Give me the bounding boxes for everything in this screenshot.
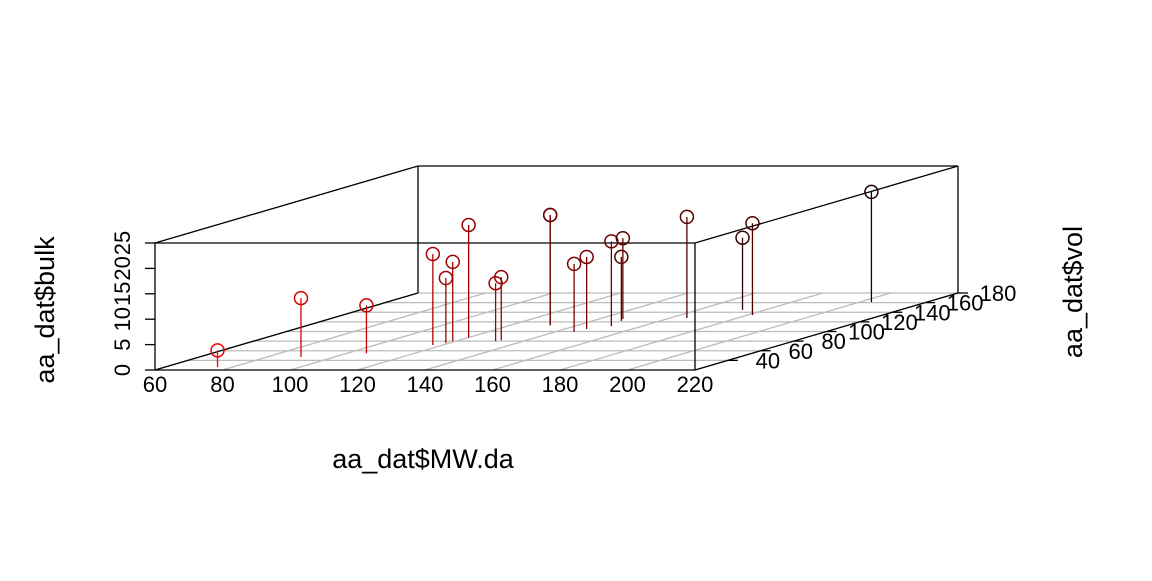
y-tick-label: 80 (821, 329, 845, 354)
point (679, 209, 695, 225)
z-tick-label: 20 (110, 256, 135, 280)
point (359, 298, 374, 313)
x-tick-label: 140 (407, 372, 444, 397)
y-tick-label: 120 (881, 310, 918, 335)
point (542, 207, 558, 223)
y-tick-label: 100 (848, 320, 885, 345)
point (745, 215, 760, 231)
z-tick-label: 25 (110, 231, 135, 255)
x-tick-label: 200 (609, 372, 646, 397)
y-tick-label: 40 (756, 348, 780, 373)
z-tick-label: 15 (110, 282, 135, 306)
x-tick-label: 120 (339, 372, 376, 397)
y-tick-label: 60 (789, 339, 813, 364)
y-tick-label: 140 (914, 300, 951, 325)
box-edge (694, 165, 959, 244)
point (445, 254, 460, 270)
point (425, 246, 441, 262)
y-tick-label: 180 (980, 281, 1017, 306)
x-tick-label: 220 (677, 372, 714, 397)
x-tick-label: 80 (210, 372, 234, 397)
x-tick-label: 160 (474, 372, 511, 397)
z-tick-label: 0 (110, 364, 135, 376)
box-edge (154, 292, 419, 371)
x-axis-label: aa_dat$MW.da (332, 444, 515, 474)
point (566, 256, 582, 272)
z-axis-label: aa_dat$bulk (30, 236, 60, 384)
point (210, 343, 225, 358)
y-tick-label: 160 (947, 291, 984, 316)
z-tick-label: 5 (110, 338, 135, 350)
y-axis-label: aa_dat$vol (1058, 226, 1088, 358)
point (614, 249, 629, 265)
point (735, 230, 750, 245)
point (864, 184, 879, 200)
x-tick-label: 60 (143, 372, 167, 397)
point (579, 249, 594, 265)
point (293, 290, 309, 306)
x-tick-label: 180 (542, 372, 579, 397)
box-edge (154, 165, 419, 244)
z-tick-label: 10 (110, 307, 135, 331)
point (615, 230, 631, 246)
point (461, 217, 476, 233)
x-tick-label: 100 (272, 372, 309, 397)
point (494, 269, 509, 285)
